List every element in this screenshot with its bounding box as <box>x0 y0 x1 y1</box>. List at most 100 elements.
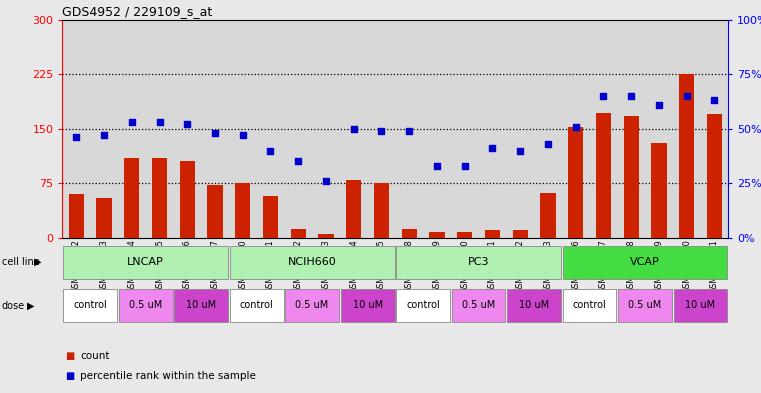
Bar <box>119 289 173 322</box>
Bar <box>118 20 145 238</box>
Point <box>126 119 138 125</box>
Point <box>375 128 387 134</box>
Text: ▶: ▶ <box>27 301 35 311</box>
Text: 0.5 uM: 0.5 uM <box>462 300 495 310</box>
Point <box>597 93 610 99</box>
Point <box>459 163 471 169</box>
Bar <box>429 232 444 238</box>
Bar <box>679 74 694 238</box>
Text: ■: ■ <box>65 371 74 382</box>
Bar <box>451 20 479 238</box>
Text: VCAP: VCAP <box>630 257 660 266</box>
Bar <box>180 162 195 238</box>
Point <box>431 163 443 169</box>
Text: 10 uM: 10 uM <box>686 300 715 310</box>
Bar <box>540 193 556 238</box>
Bar <box>596 113 611 238</box>
Text: LNCAP: LNCAP <box>127 257 164 266</box>
Bar <box>707 114 722 238</box>
Bar <box>145 20 174 238</box>
Point <box>569 123 581 130</box>
Bar <box>174 289 228 322</box>
Text: control: control <box>73 300 107 310</box>
Bar <box>340 20 368 238</box>
Point <box>237 132 249 138</box>
Bar <box>479 20 506 238</box>
Bar <box>62 20 90 238</box>
Bar <box>68 194 84 238</box>
Bar <box>457 232 473 238</box>
Bar <box>618 289 672 322</box>
Bar <box>645 20 673 238</box>
Bar <box>562 289 616 322</box>
Text: control: control <box>240 300 273 310</box>
Text: dose: dose <box>2 301 24 311</box>
Text: NCIH660: NCIH660 <box>288 257 336 266</box>
Bar <box>207 185 223 238</box>
Bar <box>285 20 312 238</box>
Point <box>542 141 554 147</box>
Point <box>625 93 637 99</box>
Bar <box>562 246 728 279</box>
Bar <box>590 20 617 238</box>
Point <box>348 125 360 132</box>
Bar <box>513 230 528 238</box>
Bar <box>562 20 590 238</box>
Point <box>264 147 276 154</box>
Bar <box>318 234 333 238</box>
Bar <box>396 289 450 322</box>
Bar <box>673 289 728 322</box>
Bar <box>174 20 201 238</box>
Point <box>708 97 721 103</box>
Bar <box>97 198 112 238</box>
Text: cell line: cell line <box>2 257 40 267</box>
Point <box>514 147 527 154</box>
Bar <box>396 20 423 238</box>
Text: ▶: ▶ <box>33 257 41 267</box>
Bar <box>90 20 118 238</box>
Point <box>292 158 304 165</box>
Bar <box>152 158 167 238</box>
Text: count: count <box>80 351 110 361</box>
Bar <box>673 20 701 238</box>
Bar <box>256 20 285 238</box>
Text: 10 uM: 10 uM <box>186 300 216 310</box>
Bar <box>368 20 396 238</box>
Bar <box>124 158 139 238</box>
Point <box>403 128 416 134</box>
Bar <box>452 289 505 322</box>
Bar <box>617 20 645 238</box>
Bar <box>229 20 256 238</box>
Point <box>98 132 110 138</box>
Bar <box>291 229 306 238</box>
Bar <box>346 180 361 238</box>
Point <box>486 145 498 151</box>
Point <box>70 134 82 141</box>
Point <box>181 121 193 127</box>
Bar <box>396 246 561 279</box>
Bar <box>285 289 339 322</box>
Bar <box>507 289 561 322</box>
Text: 0.5 uM: 0.5 uM <box>295 300 329 310</box>
Text: 0.5 uM: 0.5 uM <box>629 300 661 310</box>
Point <box>209 130 221 136</box>
Bar <box>651 143 667 238</box>
Point <box>154 119 166 125</box>
Bar <box>63 246 228 279</box>
Point <box>680 93 693 99</box>
Bar <box>402 229 417 238</box>
Bar <box>230 289 284 322</box>
Bar <box>63 289 117 322</box>
Bar <box>230 246 394 279</box>
Text: 0.5 uM: 0.5 uM <box>129 300 162 310</box>
Bar <box>235 183 250 238</box>
Text: control: control <box>573 300 607 310</box>
Bar <box>506 20 534 238</box>
Text: control: control <box>406 300 440 310</box>
Text: ■: ■ <box>65 351 74 361</box>
Bar <box>374 183 389 238</box>
Text: 10 uM: 10 uM <box>352 300 383 310</box>
Bar <box>201 20 229 238</box>
Text: percentile rank within the sample: percentile rank within the sample <box>80 371 256 382</box>
Bar <box>623 116 638 238</box>
